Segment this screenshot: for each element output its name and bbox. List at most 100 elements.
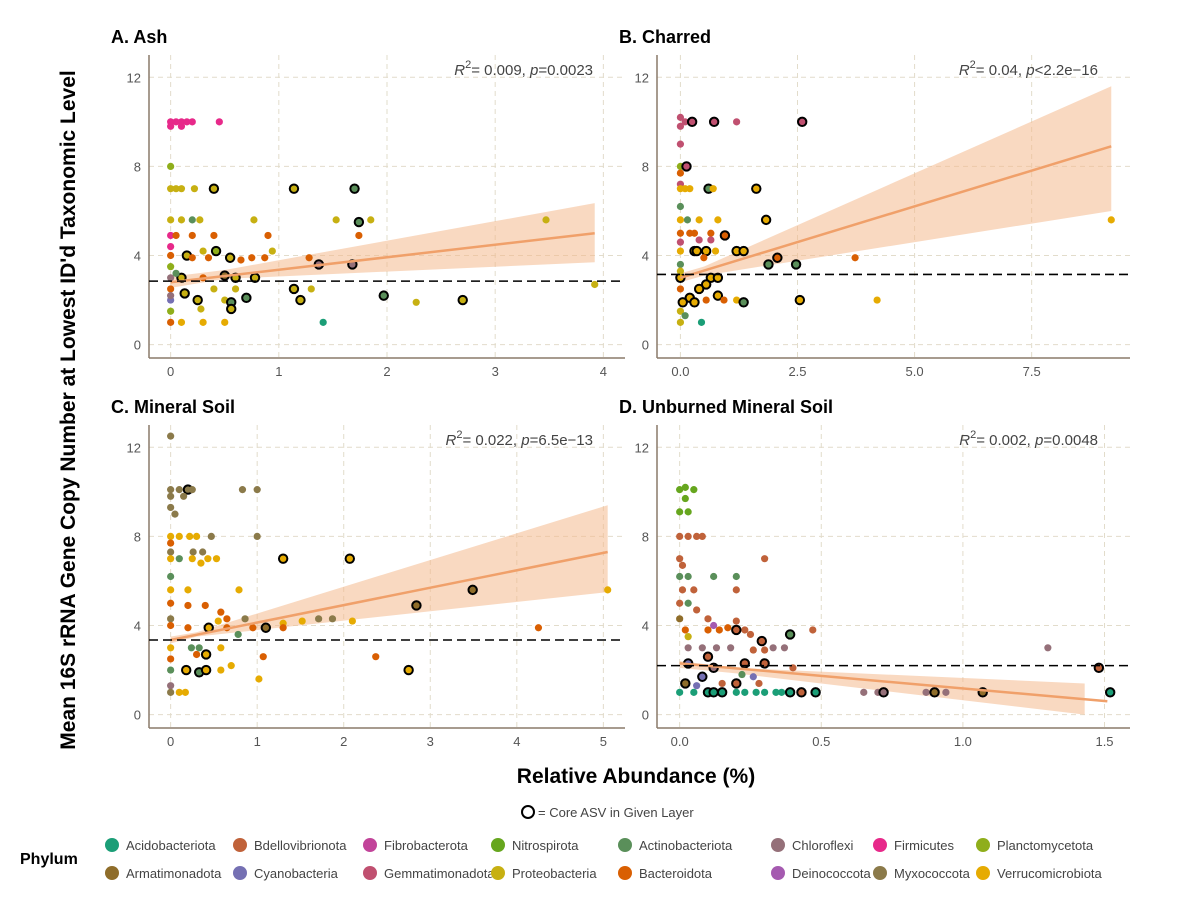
p-value: <2.2e−16 xyxy=(1035,62,1098,79)
x-tick-label: 2 xyxy=(340,734,347,749)
core-data-point xyxy=(288,283,300,295)
data-point xyxy=(172,231,180,240)
r2-value: = 0.009, xyxy=(471,62,530,79)
data-point xyxy=(186,532,194,540)
confidence-band xyxy=(170,203,595,288)
core-data-point xyxy=(691,245,703,257)
core-data-point xyxy=(784,687,796,698)
data-point xyxy=(177,185,186,193)
data-point xyxy=(315,615,323,623)
core-data-point xyxy=(200,649,212,660)
data-point xyxy=(167,285,175,293)
data-point xyxy=(922,688,930,696)
data-point xyxy=(676,307,685,315)
data-point xyxy=(690,229,699,237)
data-point xyxy=(238,486,247,494)
core-data-point xyxy=(708,687,719,698)
data-point xyxy=(175,486,183,494)
legend-swatch xyxy=(873,866,887,880)
x-tick-label: 2.5 xyxy=(788,364,806,379)
data-point xyxy=(738,670,746,679)
data-point xyxy=(676,267,685,275)
data-point xyxy=(197,305,205,313)
data-point xyxy=(678,561,687,569)
data-point xyxy=(761,646,769,654)
data-point xyxy=(167,539,175,547)
data-point xyxy=(167,492,175,500)
data-point xyxy=(809,626,817,634)
data-point xyxy=(676,229,685,237)
data-point xyxy=(234,630,242,639)
core-data-point xyxy=(763,259,774,270)
data-point xyxy=(693,682,701,690)
y-tick-label: 12 xyxy=(635,440,649,455)
legend-swatch xyxy=(976,838,990,852)
y-tick-label: 8 xyxy=(642,159,649,174)
data-point xyxy=(534,624,543,632)
core-data-point xyxy=(681,161,692,172)
data-point xyxy=(604,586,612,594)
data-point xyxy=(217,666,225,674)
data-point xyxy=(761,555,769,563)
data-point xyxy=(749,646,757,654)
legend-label: Actinobacteriota xyxy=(639,838,733,853)
legend-swatch xyxy=(976,866,990,880)
data-point xyxy=(180,492,188,500)
data-point xyxy=(172,118,180,126)
data-point xyxy=(167,216,175,224)
core-data-point xyxy=(680,678,691,689)
data-point xyxy=(681,494,689,503)
x-tick-label: 5 xyxy=(600,734,607,749)
data-point xyxy=(167,162,175,170)
legend-label: Armatimonadota xyxy=(126,866,222,881)
data-point xyxy=(741,626,749,634)
core-data-point xyxy=(878,687,889,698)
data-point xyxy=(367,216,375,224)
y-tick-label: 0 xyxy=(134,708,141,723)
data-point xyxy=(690,586,698,594)
data-point xyxy=(704,615,712,623)
legend-swatch xyxy=(105,838,119,852)
core-data-point xyxy=(756,635,767,647)
data-point xyxy=(769,644,777,652)
core-legend-label: = Core ASV in Given Layer xyxy=(538,805,694,820)
data-point xyxy=(307,285,315,293)
legend-swatch xyxy=(105,866,119,880)
data-point xyxy=(749,673,757,681)
x-tick-label: 0.5 xyxy=(812,734,830,749)
core-data-point xyxy=(200,664,212,676)
core-data-point xyxy=(731,678,742,689)
data-point xyxy=(755,679,763,688)
core-data-point xyxy=(929,687,940,698)
core-data-point xyxy=(677,297,688,308)
data-point xyxy=(167,263,175,271)
data-point xyxy=(676,599,684,607)
data-point xyxy=(241,615,249,623)
data-point xyxy=(686,185,694,193)
data-point xyxy=(732,586,740,594)
data-point xyxy=(714,216,722,224)
data-point xyxy=(873,296,881,304)
data-point xyxy=(355,231,363,240)
core-data-point xyxy=(349,183,360,194)
data-point xyxy=(707,236,715,244)
x-tick-label: 3 xyxy=(492,364,499,379)
data-point xyxy=(248,254,256,262)
data-point xyxy=(710,572,718,581)
y-tick-label: 8 xyxy=(642,529,649,544)
data-point xyxy=(711,247,720,255)
regression-line xyxy=(679,662,1108,703)
data-point xyxy=(175,532,183,540)
core-data-point xyxy=(344,553,355,564)
data-point xyxy=(177,216,186,224)
data-point xyxy=(693,606,701,614)
core-data-point xyxy=(697,671,708,682)
data-point xyxy=(268,247,276,255)
legend-label: Chloroflexi xyxy=(792,838,854,853)
data-point xyxy=(724,624,732,632)
x-tick-label: 7.5 xyxy=(1023,364,1041,379)
core-data-point xyxy=(686,116,698,128)
data-point xyxy=(718,679,726,688)
data-point xyxy=(204,555,212,563)
data-point xyxy=(221,318,229,326)
